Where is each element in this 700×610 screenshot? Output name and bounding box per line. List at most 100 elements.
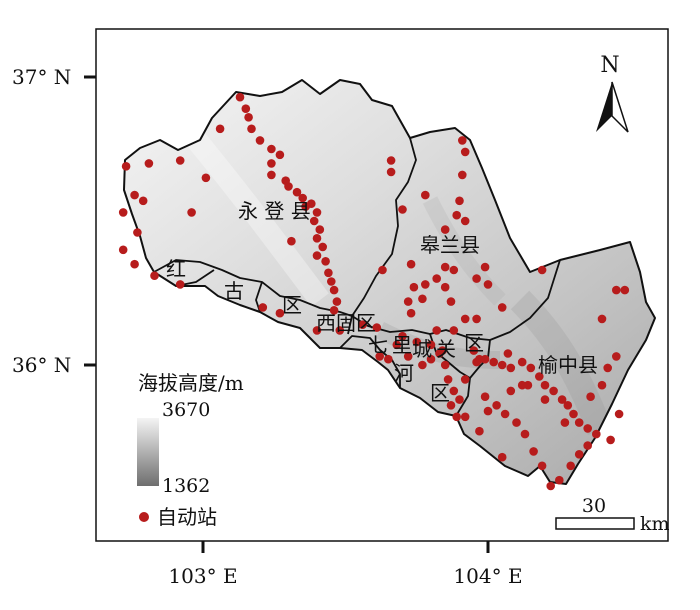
station-marker (267, 159, 276, 168)
station-marker (440, 282, 450, 292)
station-marker (446, 401, 456, 410)
station-marker (574, 418, 584, 427)
label-chengguan: 城 关 区 (412, 331, 484, 361)
station-marker (603, 363, 612, 373)
svg-text:区: 区 (430, 381, 450, 405)
station-marker (480, 262, 490, 272)
station-marker (460, 314, 470, 324)
station-marker (130, 259, 139, 269)
station-marker (446, 297, 456, 306)
station-marker (620, 285, 630, 295)
station-marker (235, 92, 245, 102)
station-marker (483, 406, 493, 416)
station-marker (321, 257, 330, 266)
station-marker (241, 104, 251, 113)
station-marker (483, 280, 493, 289)
svg-text:古: 古 (224, 279, 244, 303)
station-marker (121, 162, 131, 171)
station-marker (586, 392, 595, 402)
station-marker (537, 265, 547, 275)
svg-text:河: 河 (394, 361, 414, 385)
svg-text:区: 区 (464, 331, 484, 355)
station-marker (500, 409, 510, 419)
station-marker (449, 265, 459, 275)
station-marker (118, 245, 128, 255)
station-marker (440, 360, 450, 370)
station-marker (384, 354, 393, 364)
station-marker (492, 401, 501, 410)
station-marker (529, 447, 538, 456)
station-marker (612, 352, 621, 361)
station-marker (133, 228, 142, 237)
station-marker (458, 136, 467, 145)
label-xigu: 西固区 (316, 311, 376, 335)
station-marker (332, 297, 342, 306)
lat-label-36: 36° N (12, 353, 71, 377)
station-marker (403, 352, 413, 361)
station-marker (440, 262, 450, 272)
boundary-xigu-qilihe (339, 335, 401, 388)
station-marker (312, 326, 322, 335)
station-marker (497, 452, 507, 462)
station-marker (455, 395, 464, 404)
station-marker (418, 360, 427, 370)
station-marker (432, 326, 442, 335)
station-marker (312, 251, 322, 260)
station-marker (421, 190, 430, 200)
svg-text:区: 区 (282, 293, 302, 317)
station-marker (592, 429, 601, 439)
station-marker (301, 202, 310, 211)
station-marker (292, 187, 302, 197)
station-marker (309, 216, 319, 226)
station-marker (597, 380, 607, 390)
scale-bar-value: 30 (582, 495, 606, 517)
station-marker (540, 395, 550, 404)
station-marker (315, 225, 325, 234)
map-frame (95, 28, 669, 542)
station-marker (244, 113, 253, 122)
station-marker (520, 429, 530, 439)
station-marker (460, 216, 470, 226)
station-marker (398, 331, 407, 341)
north-arrow-right (611, 81, 629, 133)
station-marker (267, 144, 276, 154)
station-marker (460, 147, 470, 157)
station-marker (175, 156, 185, 165)
station-marker (409, 282, 419, 292)
north-arrow: N (596, 53, 629, 133)
station-marker (443, 375, 453, 384)
district-labels: 永 登 县 皋兰县 榆中县 红 古 区 西固区 城 关 区 七 里 河 区 (166, 199, 598, 405)
station-marker (583, 441, 592, 450)
station-marker (329, 285, 339, 295)
station-marker (606, 435, 615, 445)
legend-station-symbol (139, 512, 149, 522)
station-marker (526, 363, 536, 373)
station-marker (144, 159, 154, 168)
station-marker (503, 349, 513, 358)
svg-text:关: 关 (436, 337, 456, 361)
station-marker (557, 395, 567, 404)
station-marker (358, 320, 367, 330)
north-arrow-label: N (600, 53, 619, 78)
legend-elevation-min: 1362 (162, 475, 210, 497)
station-marker (549, 386, 558, 396)
station-marker (614, 409, 624, 419)
station-marker (298, 193, 308, 203)
station-marker (378, 265, 387, 275)
lon-axis: 103° E 104° E (168, 541, 523, 588)
station-marker (497, 360, 507, 370)
lon-label-103: 103° E (168, 564, 237, 588)
svg-text:红: 红 (166, 257, 186, 281)
station-marker (201, 173, 211, 183)
station-marker (275, 308, 285, 318)
station-marker (392, 340, 402, 350)
station-marker (472, 357, 481, 367)
legend-elevation-title: 海拔高度/m (138, 371, 244, 395)
region-boundary (123, 79, 656, 485)
lat-axis: 37° N 36° N (12, 65, 96, 377)
label-yuzhong: 榆中县 (538, 353, 598, 377)
station-marker (449, 386, 459, 396)
station-marker (555, 475, 564, 485)
station-marker (583, 424, 592, 433)
station-marker (287, 236, 296, 246)
